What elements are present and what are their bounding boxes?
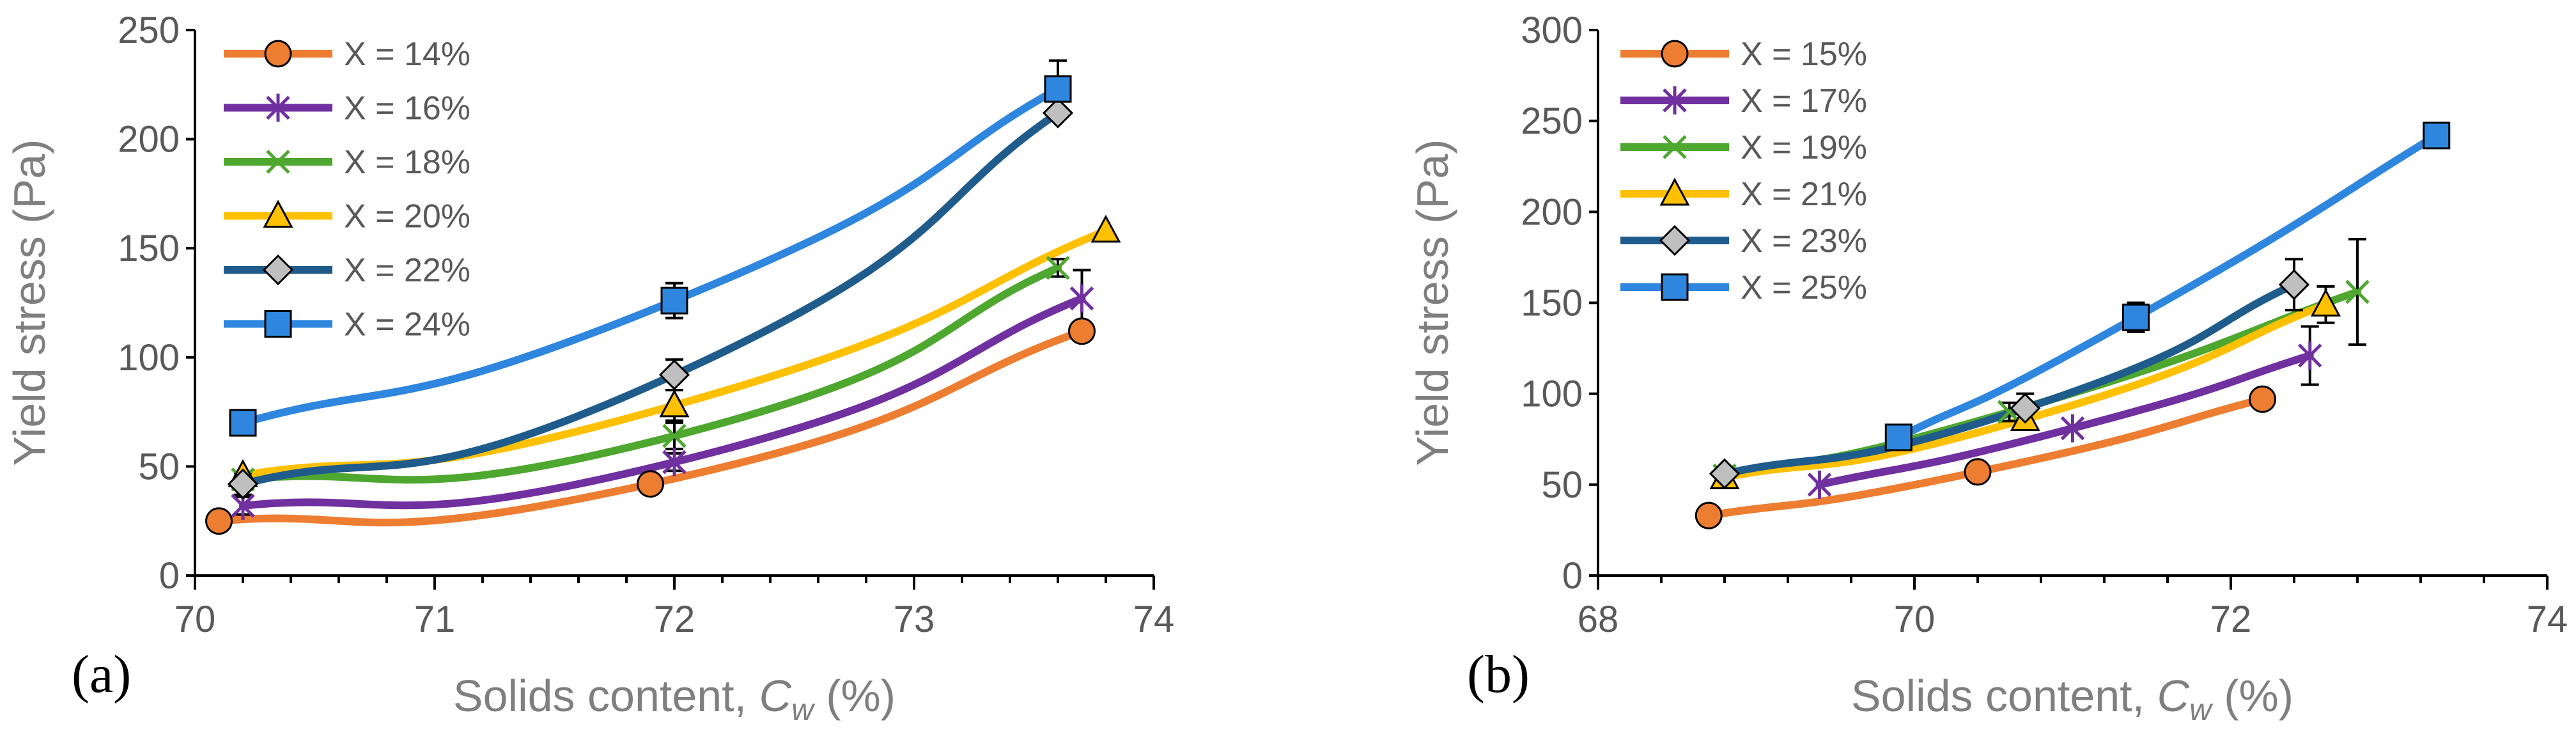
y-tick-label: 0	[1562, 555, 1583, 597]
panel-label-a: (a)	[72, 645, 131, 704]
y-tick-label: 250	[1521, 100, 1583, 142]
data-point-diamond	[1042, 97, 1074, 129]
axes-a: 0 50 100 150 200 250 70 71 72 73 74	[118, 10, 1174, 640]
x-tick-label: 70	[1894, 599, 1936, 640]
legend-marker-diamond	[262, 254, 294, 286]
chart-panel-a: 0 50 100 150 200 250 70 71 72 73 74 X = 14% X = 16%…	[4, 10, 1174, 727]
data-point-circle	[2249, 385, 2276, 413]
legend-a: X = 14% X = 16% X = 18% X = 20% X = 22% X = 2…	[224, 36, 470, 343]
data-markers-b	[1695, 122, 2451, 530]
data-point-triangle	[1090, 214, 1121, 243]
legend-marker-circle	[1661, 40, 1689, 68]
data-point-circle	[1964, 458, 1992, 486]
data-point-diamond	[658, 359, 690, 391]
x-axis-title-b: Solids content, Cw (%)	[1851, 671, 2293, 727]
data-point-star	[1069, 284, 1094, 313]
y-tick-label: 50	[1541, 464, 1583, 506]
data-point-star	[662, 448, 687, 476]
x-tick-label: 72	[2210, 599, 2252, 640]
legend-entry-label: X = 22%	[344, 252, 470, 289]
legend-entry-label: X = 25%	[1741, 269, 1867, 306]
legend-b: X = 15% X = 17% X = 19% X = 21% X = 23% X = 2…	[1620, 36, 1867, 306]
series-line-triangle	[1721, 301, 2330, 482]
legend-entry-label: X = 17%	[1741, 82, 1867, 120]
legend-marker-square	[264, 310, 292, 338]
legend-entry-label: X = 16%	[344, 90, 470, 127]
y-tick-label: 150	[118, 228, 180, 269]
x-tick-label: 70	[175, 599, 216, 640]
data-point-diamond	[1709, 458, 1741, 489]
data-point-square	[1044, 75, 1072, 103]
x-tick-label: 71	[414, 599, 456, 640]
legend-marker-triangle	[1659, 177, 1690, 206]
data-point-triangle	[2310, 288, 2341, 317]
data-point-triangle	[659, 389, 690, 418]
data-point-square	[2122, 303, 2150, 331]
y-tick-label: 200	[118, 119, 180, 161]
legend-entry-label: X = 23%	[1741, 223, 1867, 260]
y-tick-label: 150	[1521, 283, 1583, 324]
data-point-square	[2423, 122, 2451, 150]
y-tick-label: 100	[118, 337, 180, 379]
legend-entry-label: X = 19%	[1741, 129, 1867, 166]
data-point-square	[229, 409, 257, 437]
legend-marker-square	[1661, 273, 1689, 301]
data-point-square	[660, 287, 688, 315]
data-point-x	[1046, 256, 1070, 280]
legend-entry-label: X = 14%	[344, 36, 470, 73]
data-point-star	[1807, 470, 1832, 499]
x-tick-label: 74	[2527, 599, 2568, 640]
y-tick-label: 0	[159, 555, 180, 597]
y-tick-label: 200	[1521, 191, 1583, 233]
legend-entry-label: X = 15%	[1741, 36, 1867, 73]
series-line-x	[1721, 288, 2361, 480]
legend-marker-circle	[264, 40, 292, 68]
data-point-circle	[1068, 317, 1096, 345]
data-point-star	[2060, 414, 2085, 443]
data-point-x	[2345, 279, 2370, 304]
legend-marker-x	[266, 150, 290, 174]
x-axis-title-a: Solids content, Cw (%)	[453, 671, 896, 727]
legend-marker-diamond	[1659, 224, 1691, 256]
data-point-diamond	[227, 468, 259, 499]
data-point-circle	[1695, 501, 1723, 530]
x-tick-label: 72	[654, 599, 695, 640]
data-point-x	[662, 423, 687, 448]
y-tick-label: 100	[1521, 373, 1583, 415]
x-tick-label: 74	[1133, 599, 1175, 640]
series-line-square	[1895, 131, 2440, 441]
data-point-diamond	[2278, 269, 2310, 301]
panel-label-b: (b)	[1467, 645, 1530, 704]
chart-panel-b: 0 50 100 150 200 250 300 68 70 72 74 X = 15% X = 17…	[1408, 10, 2568, 727]
data-point-diamond	[2010, 393, 2041, 424]
data-markers-a	[205, 75, 1121, 535]
data-point-star	[2297, 341, 2322, 370]
legend-entry-label: X = 18%	[344, 144, 470, 181]
legend-entry-label: X = 24%	[344, 306, 470, 343]
x-tick-label: 68	[1578, 599, 1619, 640]
y-tick-label: 50	[138, 446, 180, 487]
legend-marker-triangle	[263, 200, 293, 228]
legend-marker-x	[1663, 135, 1687, 159]
y-tick-label: 300	[1521, 10, 1583, 51]
y-tick-label: 250	[118, 10, 180, 51]
y-axis-title-b: Yield stress (Pa)	[1408, 139, 1457, 466]
data-point-circle	[637, 470, 664, 498]
legend-marker-star	[1663, 86, 1687, 114]
legend-marker-star	[266, 93, 290, 122]
y-axis-title-a: Yield stress (Pa)	[4, 139, 54, 466]
x-tick-label: 73	[894, 599, 935, 640]
data-point-circle	[205, 507, 233, 535]
legend-entry-label: X = 21%	[1741, 176, 1867, 213]
data-point-square	[1884, 423, 1913, 451]
legend-entry-label: X = 20%	[344, 198, 470, 235]
axes-b: 0 50 100 150 200 250 300 68 70 72 74	[1521, 10, 2568, 640]
